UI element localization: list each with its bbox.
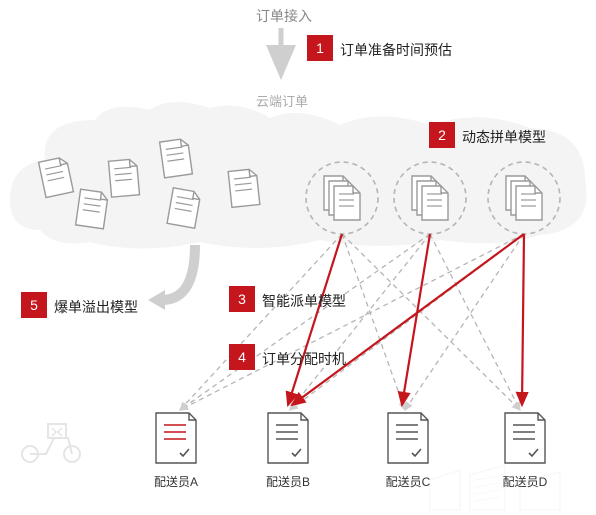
courier-label: 配送员A: [146, 473, 206, 490]
top-label: 订单接入: [256, 6, 312, 26]
step-label: 订单分配时机: [262, 349, 346, 369]
diagram-canvas: 订单接入 云端订单 配送员A 配送员B 配送员C 配送员D 1 订单准备时间预估 2 动态拼单…: [0, 0, 596, 515]
courier-label: 配送员B: [258, 473, 318, 490]
step-label: 订单准备时间预估: [340, 40, 452, 60]
step-badge: 5: [21, 292, 47, 318]
courier-label: 配送员D: [495, 473, 555, 490]
step-badge: 3: [229, 286, 255, 312]
step-badge: 4: [229, 344, 255, 370]
cloud-label: 云端订单: [256, 91, 308, 110]
step-label: 爆单溢出模型: [54, 297, 138, 317]
step-badge: 1: [307, 35, 333, 61]
step-badge: 2: [429, 122, 455, 148]
step-label: 智能派单模型: [262, 291, 346, 311]
step-label: 动态拼单模型: [462, 127, 546, 147]
svg-layer: [0, 0, 596, 515]
courier-label: 配送员C: [378, 473, 438, 490]
